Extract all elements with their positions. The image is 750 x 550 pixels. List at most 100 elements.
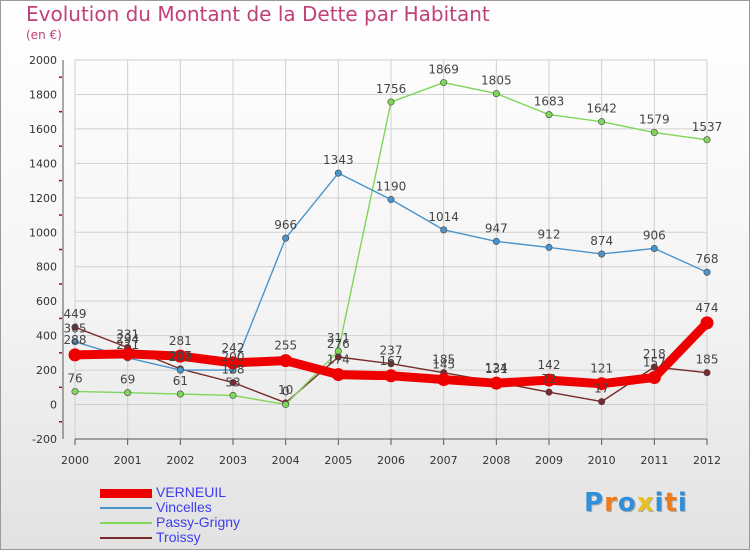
logo-letter: o [617, 488, 637, 518]
data-point-verneuil [121, 347, 135, 361]
data-label-vincelles: 912 [538, 227, 561, 241]
data-point-verneuil [647, 370, 661, 384]
data-label-passy-grigny: 61 [173, 374, 188, 388]
data-label-vincelles: 200 [169, 350, 192, 364]
data-point-troissy [703, 369, 711, 377]
y-tick-label: 800 [36, 261, 57, 274]
data-label-vincelles: 365 [64, 322, 87, 336]
data-label-vincelles: 200 [222, 350, 245, 364]
data-point-verneuil [226, 356, 240, 370]
data-point-verneuil [384, 369, 398, 383]
y-tick-label: -200 [32, 433, 57, 446]
data-point-passy-grigny [598, 118, 606, 126]
legend-label-passy-grigny: Passy-Grigny [156, 514, 241, 530]
y-tick-label: 600 [36, 295, 57, 308]
data-label-vincelles: 906 [643, 228, 666, 242]
data-point-vincelles [545, 243, 553, 251]
data-point-passy-grigny [440, 79, 448, 87]
data-label-troissy: 17 [594, 382, 609, 396]
data-point-vincelles [176, 366, 184, 374]
x-tick-label: 2006 [377, 454, 405, 467]
data-point-verneuil [437, 373, 451, 387]
legend-item-troissy: Troissy [100, 529, 320, 546]
y-tick-label: 1000 [29, 226, 57, 239]
chart-title: Evolution du Montant de la Dette par Hab… [26, 2, 490, 26]
data-label-verneuil: 255 [274, 339, 297, 353]
data-label-passy-grigny: 1579 [639, 113, 670, 127]
y-tick-label: 2000 [29, 54, 57, 67]
data-point-passy-grigny [229, 391, 237, 399]
y-tick-label: 1400 [29, 157, 57, 170]
data-label-vincelles: 271 [116, 338, 139, 352]
data-label-verneuil: 124 [485, 361, 508, 375]
legend-item-verneuil: VERNEUIL [100, 484, 320, 501]
data-label-vincelles: 768 [696, 252, 719, 266]
data-point-vincelles [334, 169, 342, 177]
data-label-verneuil: 474 [696, 301, 719, 315]
x-tick-label: 2005 [324, 454, 352, 467]
x-tick-label: 2000 [61, 454, 89, 467]
x-tick-label: 2009 [535, 454, 563, 467]
data-label-troissy: 207 [169, 349, 192, 363]
data-point-passy-grigny [545, 111, 553, 119]
data-point-vincelles [282, 234, 290, 242]
logo-letter: x [636, 488, 655, 518]
logo-letter: r [604, 488, 618, 518]
data-label-vincelles: 1343 [323, 153, 354, 167]
x-tick-label: 2010 [588, 454, 616, 467]
data-point-vincelles [387, 196, 395, 204]
x-tick-label: 2007 [430, 454, 458, 467]
legend-swatch-passy-grigny [100, 522, 152, 524]
proxiti-logo: Proxiti [584, 488, 688, 518]
data-point-passy-grigny [176, 390, 184, 398]
data-label-verneuil: 242 [222, 341, 245, 355]
data-label-passy-grigny: 1805 [481, 74, 512, 88]
x-tick-label: 2002 [166, 454, 194, 467]
data-label-vincelles: 1014 [428, 210, 459, 224]
logo-letter: i [654, 488, 665, 518]
data-label-troissy: 218 [643, 347, 666, 361]
data-label-verneuil: 288 [64, 333, 87, 347]
data-label-passy-grigny: 76 [67, 371, 82, 385]
data-point-vincelles [703, 268, 711, 276]
logo-letter: i [677, 488, 688, 518]
data-label-troissy: 449 [64, 307, 87, 321]
data-point-troissy [545, 388, 553, 396]
data-label-troissy: 185 [432, 353, 455, 367]
data-label-verneuil: 167 [380, 354, 403, 368]
data-point-troissy [229, 378, 237, 386]
data-label-verneuil: 294 [116, 332, 139, 346]
y-tick-label: 0 [50, 399, 57, 412]
data-point-verneuil [542, 373, 556, 387]
x-tick-label: 2001 [114, 454, 142, 467]
x-tick-label: 2003 [219, 454, 247, 467]
data-point-passy-grigny [492, 90, 500, 98]
data-point-verneuil [700, 316, 714, 330]
data-label-passy-grigny: 1537 [692, 120, 723, 134]
x-tick-label: 2012 [693, 454, 721, 467]
data-label-troissy: 331 [116, 328, 139, 342]
data-point-troissy [71, 323, 79, 331]
logo-letter: t [664, 488, 678, 518]
data-label-troissy: 185 [696, 353, 719, 367]
data-label-verneuil: 174 [327, 353, 350, 367]
data-label-passy-grigny: 1642 [586, 102, 617, 116]
series-layer [68, 79, 714, 409]
data-label-vincelles: 874 [590, 234, 613, 248]
y-tick-label: 1200 [29, 192, 57, 205]
data-label-vincelles: 966 [274, 218, 297, 232]
y-tick-label: 400 [36, 330, 57, 343]
data-label-verneuil: 142 [538, 358, 561, 372]
x-tick-label: 2004 [272, 454, 300, 467]
data-label-vincelles: 947 [485, 221, 508, 235]
data-point-passy-grigny [282, 401, 290, 409]
legend-swatch-verneuil [100, 489, 152, 498]
data-label-troissy: 276 [327, 337, 350, 351]
data-point-verneuil [595, 377, 609, 391]
data-label-passy-grigny: 0 [282, 385, 290, 399]
data-label-troissy: 237 [380, 344, 403, 358]
data-point-passy-grigny [650, 129, 658, 137]
data-label-passy-grigny: 1869 [428, 63, 459, 77]
data-point-passy-grigny [71, 387, 79, 395]
